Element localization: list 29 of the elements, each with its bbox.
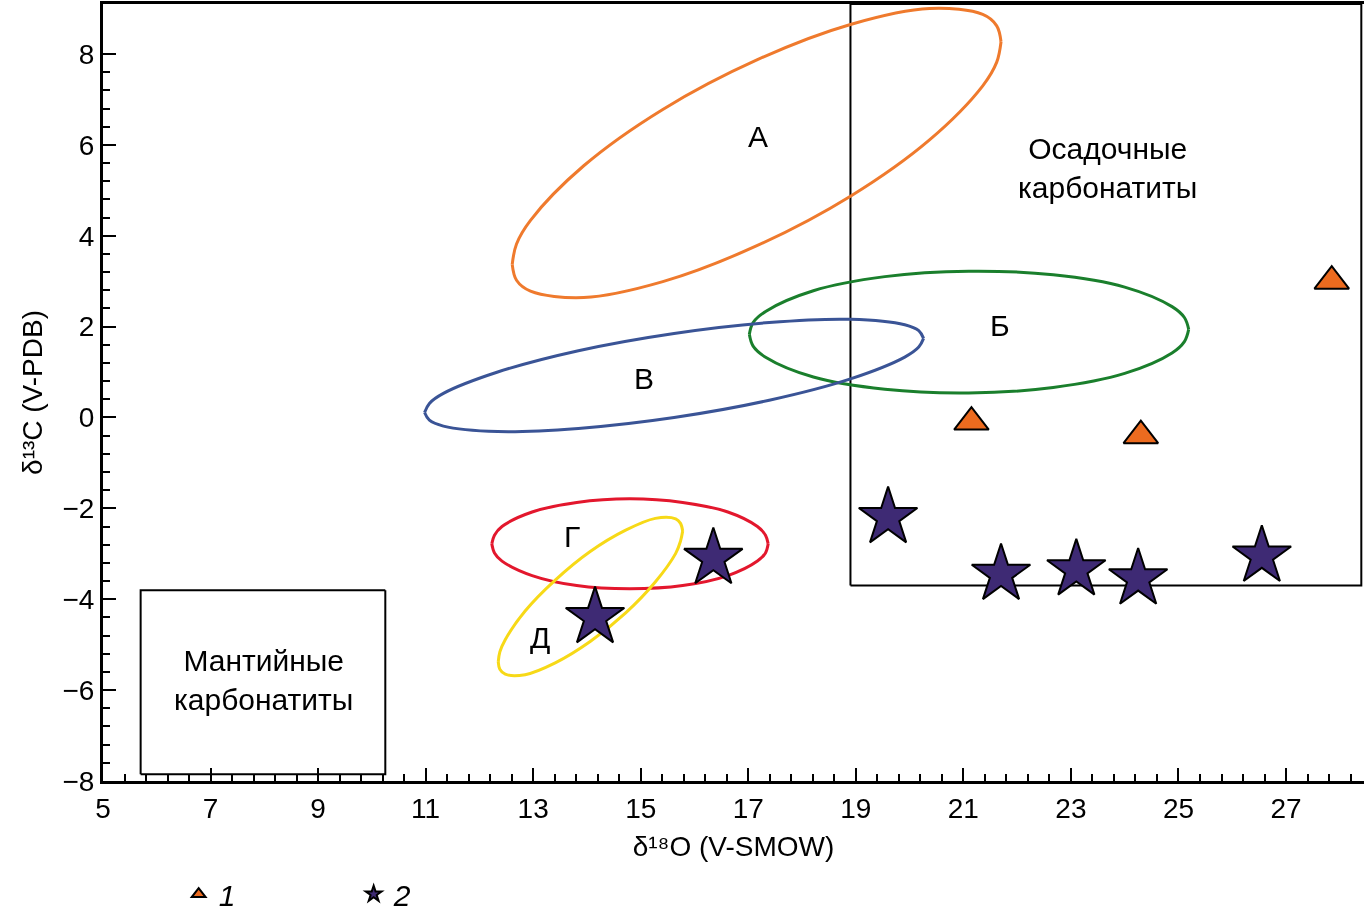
y-tick-label: 2 bbox=[78, 311, 95, 343]
annotation: Мантийные карбонатиты bbox=[174, 644, 354, 716]
x-tick-label: 21 bbox=[947, 792, 979, 824]
y-axis-title: δ¹³C (V-PDB) bbox=[17, 310, 49, 475]
x-axis-title: δ¹⁸O (V-SMOW) bbox=[632, 830, 835, 862]
x-tick-label: 13 bbox=[517, 792, 549, 824]
x-tick-label: 23 bbox=[1055, 792, 1087, 824]
y-tick-label: −2 bbox=[62, 493, 95, 525]
x-tick-label: 11 bbox=[411, 792, 441, 824]
legend-label: 1 bbox=[218, 878, 236, 912]
legend-label: 2 bbox=[392, 878, 411, 912]
y-tick-label: −8 bbox=[62, 765, 95, 797]
annotation: Осадочные карбонатиты bbox=[1018, 132, 1198, 204]
y-tick-label: 4 bbox=[78, 220, 95, 252]
x-tick-label: 17 bbox=[732, 792, 764, 824]
y-tick-label: 8 bbox=[78, 38, 95, 70]
annotation: Б bbox=[990, 309, 1010, 342]
x-tick-label: 15 bbox=[625, 792, 657, 824]
x-tick-label: 5 bbox=[95, 792, 111, 824]
annotation: Д bbox=[530, 621, 551, 654]
y-tick-label: −4 bbox=[62, 584, 95, 616]
y-tick-label: −6 bbox=[62, 674, 95, 706]
y-tick-label: 6 bbox=[78, 129, 95, 161]
x-tick-label: 27 bbox=[1270, 792, 1302, 824]
x-tick-label: 9 bbox=[310, 792, 326, 824]
y-tick-label: 0 bbox=[78, 402, 95, 434]
x-tick-label: 19 bbox=[840, 792, 872, 824]
x-tick-label: 7 bbox=[202, 792, 219, 824]
x-tick-label: 25 bbox=[1162, 792, 1195, 824]
